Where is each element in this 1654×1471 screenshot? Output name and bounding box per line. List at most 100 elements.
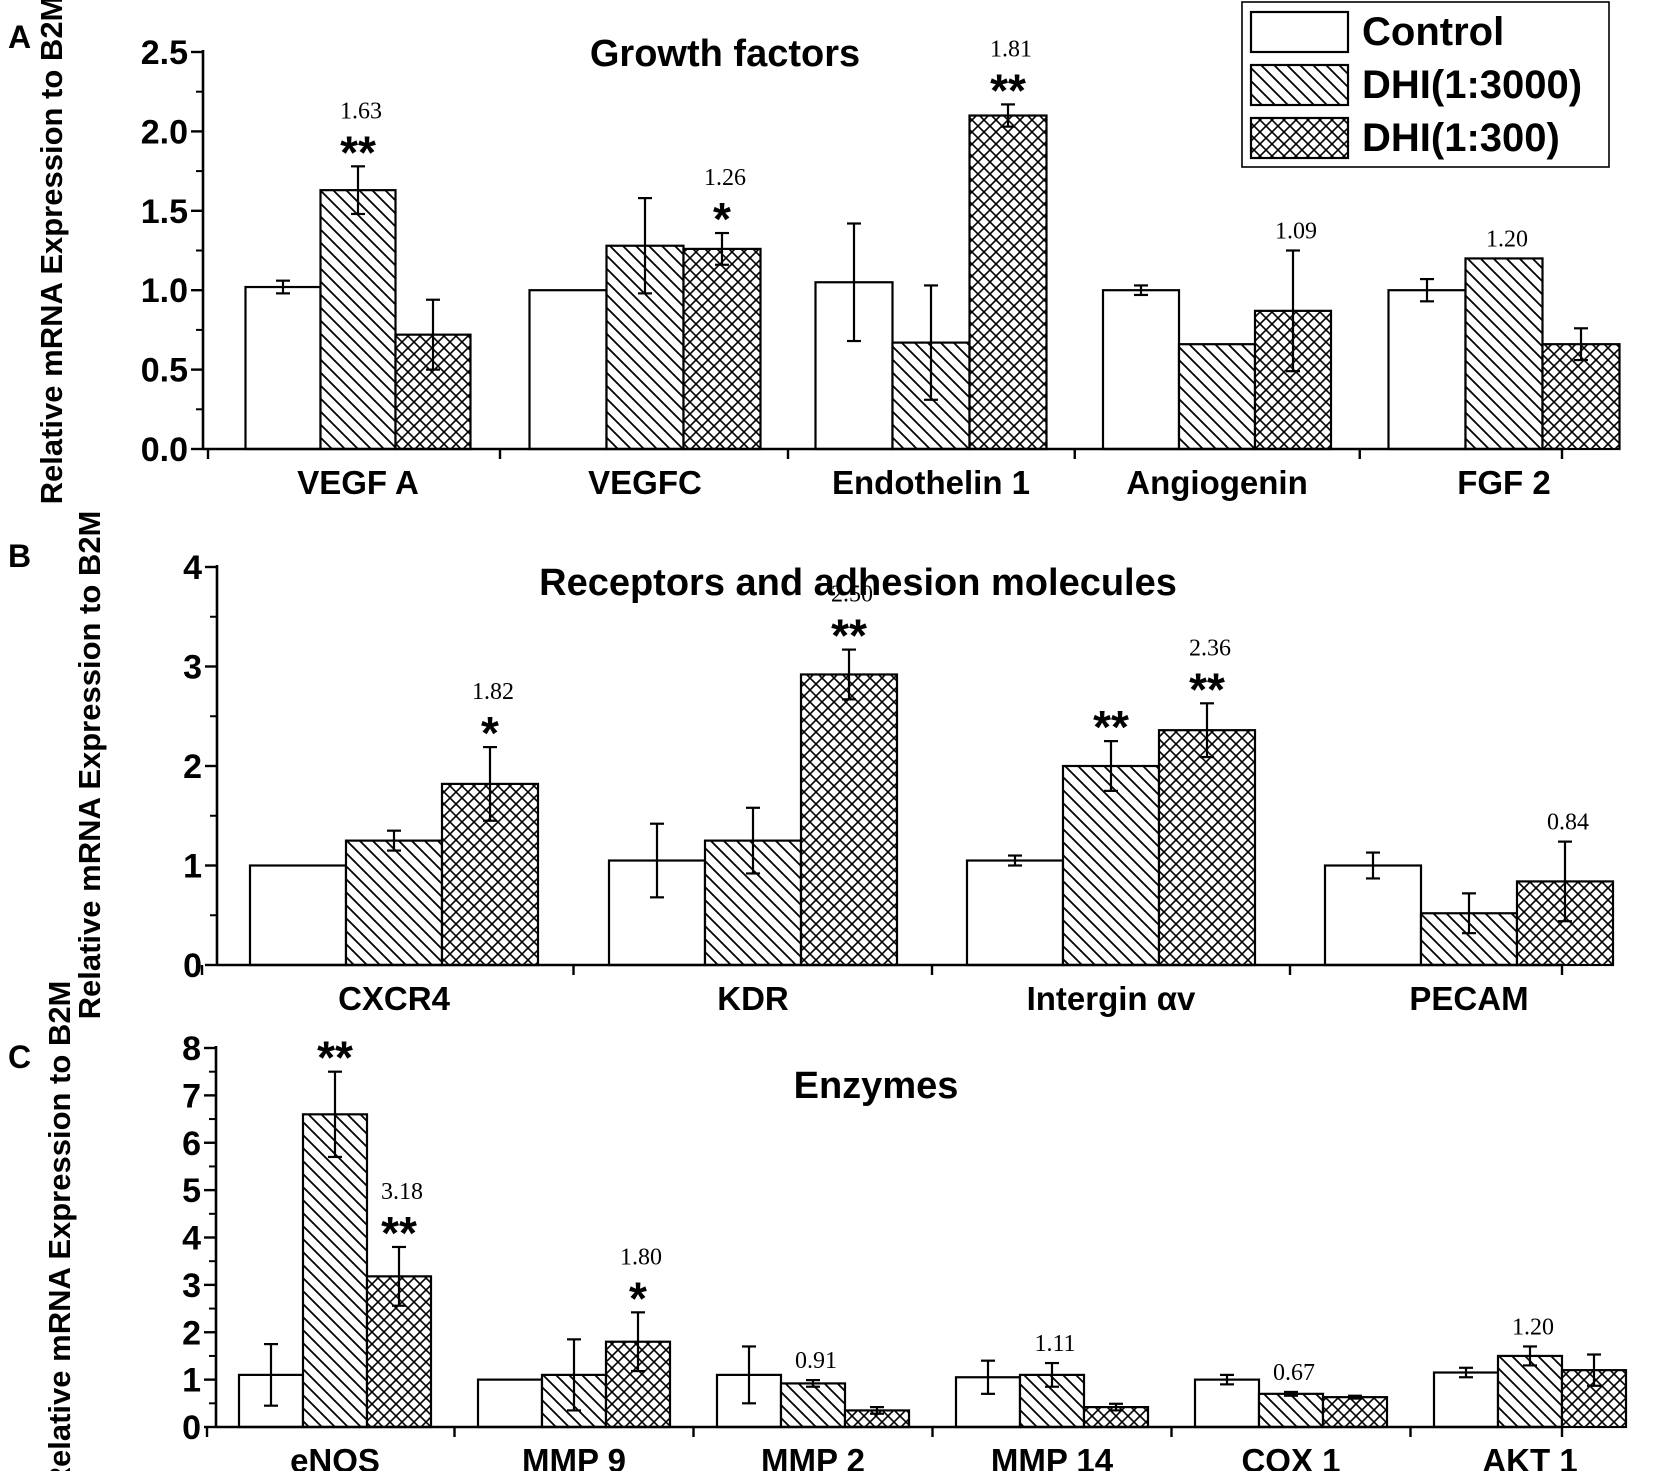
panel-label: A [8, 19, 31, 55]
value-label: 1.80 [620, 1244, 662, 1270]
error-bar-dhi300-2 [1001, 103, 1015, 128]
y-tick-label: 1.5 [141, 193, 188, 231]
error-bar-dhi3000-2 [924, 284, 938, 401]
error-bar-dhi3000-3 [1462, 892, 1476, 935]
error-bar-control-2 [742, 1345, 756, 1405]
bar-dhi3000-2 [779, 1382, 847, 1429]
error-bar-dhi300-4 [1348, 1394, 1362, 1400]
bar-dhi300-2 [968, 114, 1048, 451]
value-label: 1.20 [1486, 226, 1528, 252]
error-bar-dhi3000-2 [1104, 740, 1118, 792]
panel-c: C Enzymes Relative mRNA Expression to B2M e… [8, 981, 1628, 1471]
x-tick-label: CXCR4 [338, 980, 451, 1017]
y-tick-label: 2.5 [141, 34, 188, 72]
y-tick-label: 0.0 [141, 431, 188, 469]
y-tick-label: 0.5 [141, 352, 188, 390]
chart-title: Enzymes [794, 1065, 959, 1107]
value-label: 2.50 [831, 582, 873, 608]
bar-dhi3000-2 [1061, 764, 1161, 967]
value-label: 1.82 [472, 679, 514, 705]
error-bar-dhi3000-0 [351, 165, 365, 216]
error-bar-dhi3000-2 [806, 1378, 820, 1388]
x-tick-label: Endothelin 1 [832, 464, 1030, 501]
y-tick-label: 4 [182, 1220, 201, 1258]
x-tick-label: PECAM [1409, 980, 1528, 1017]
y-axis-label: Relative mRNA Expression to B2M [42, 981, 77, 1471]
bar-dhi300-1 [682, 247, 762, 451]
error-bar-control-0 [276, 279, 290, 295]
error-bar-dhi300-1 [842, 648, 856, 701]
error-bar-dhi3000-1 [638, 196, 652, 295]
bar-control-1 [476, 1378, 544, 1429]
value-label: 1.26 [704, 165, 746, 191]
error-bar-dhi300-3 [1286, 249, 1300, 373]
value-label: 1.20 [1512, 1314, 1554, 1340]
panel-label: C [8, 1039, 31, 1075]
error-bar-dhi300-1 [715, 231, 729, 266]
panel-a: A Growth factors Relative mRNA Expression … [8, 0, 1621, 504]
bar-control-4 [1387, 289, 1467, 451]
significance-stars: * [713, 193, 731, 245]
error-bar-dhi3000-0 [328, 1070, 342, 1159]
error-bar-dhi300-4 [1574, 327, 1588, 362]
y-tick-label: 2 [183, 748, 202, 786]
x-tick-label: Intergin αv [1027, 980, 1196, 1017]
x-tick-label: Angiogenin [1126, 464, 1307, 501]
value-label: 0.67 [1273, 1360, 1315, 1386]
error-bar-control-3 [1134, 284, 1148, 297]
error-bar-dhi3000-0 [387, 829, 401, 852]
panel-label: B [8, 538, 31, 574]
significance-stars: * [481, 707, 499, 759]
significance-stars: ** [831, 610, 867, 662]
y-axis-label: Relative mRNA Expression to B2M [72, 511, 107, 1020]
bar-control-0 [248, 864, 348, 967]
legend: Control DHI(1:3000) DHI(1:300) [1241, 1, 1610, 168]
y-tick-label: 7 [182, 1077, 201, 1115]
legend-label: DHI(1:300) [1362, 116, 1560, 160]
bar-control-3 [1323, 864, 1423, 967]
error-bar-dhi300-0 [392, 1245, 406, 1307]
legend-swatch-control [1249, 10, 1350, 54]
bar-control-3 [1101, 289, 1181, 451]
y-tick-label: 5 [182, 1172, 201, 1210]
error-bar-dhi3000-3 [1045, 1361, 1059, 1388]
value-label: 2.36 [1189, 635, 1231, 661]
y-tick-label: 8 [182, 1030, 201, 1068]
significance-stars: ** [340, 126, 376, 178]
bar-dhi3000-4 [1257, 1392, 1325, 1429]
significance-stars: * [629, 1272, 647, 1324]
significance-stars: ** [1189, 663, 1225, 715]
charts: A Growth factors Relative mRNA Expression … [8, 0, 1628, 1471]
y-tick-label: 2 [182, 1314, 201, 1352]
error-bar-dhi300-0 [426, 298, 440, 371]
y-tick-label: 1.0 [141, 272, 188, 310]
bar-control-5 [1432, 1371, 1500, 1429]
legend-swatch-dhi3000 [1249, 63, 1350, 107]
y-tick-label: 2.0 [141, 113, 188, 151]
significance-stars: ** [1093, 701, 1129, 753]
bar-dhi3000-5 [1496, 1354, 1564, 1429]
x-tick-label: FGF 2 [1457, 464, 1551, 501]
x-tick-label: AKT 1 [1482, 1442, 1577, 1471]
x-tick-label: MMP 9 [522, 1442, 626, 1471]
bar-dhi300-1 [799, 673, 899, 967]
error-bar-dhi300-3 [1558, 840, 1572, 923]
value-label: 1.63 [340, 98, 382, 124]
error-bar-dhi3000-5 [1523, 1345, 1537, 1367]
x-tick-label: COX 1 [1241, 1442, 1340, 1471]
y-axis-label: Relative mRNA Expression to B2M [34, 0, 69, 504]
y-tick-label: 3 [182, 1267, 201, 1305]
bar-control-0 [244, 285, 322, 451]
y-tick-label: 6 [182, 1125, 201, 1163]
error-bar-control-5 [1459, 1366, 1473, 1379]
error-bar-dhi300-1 [631, 1311, 645, 1373]
value-label: 3.18 [381, 1179, 423, 1205]
error-bar-control-2 [1008, 854, 1022, 867]
error-bar-dhi300-3 [1109, 1402, 1123, 1412]
y-tick-label: 3 [183, 649, 202, 687]
error-bar-control-1 [650, 822, 664, 899]
error-bar-dhi300-5 [1587, 1353, 1601, 1387]
significance-stars: ** [381, 1207, 417, 1259]
x-tick-label: KDR [717, 980, 789, 1017]
